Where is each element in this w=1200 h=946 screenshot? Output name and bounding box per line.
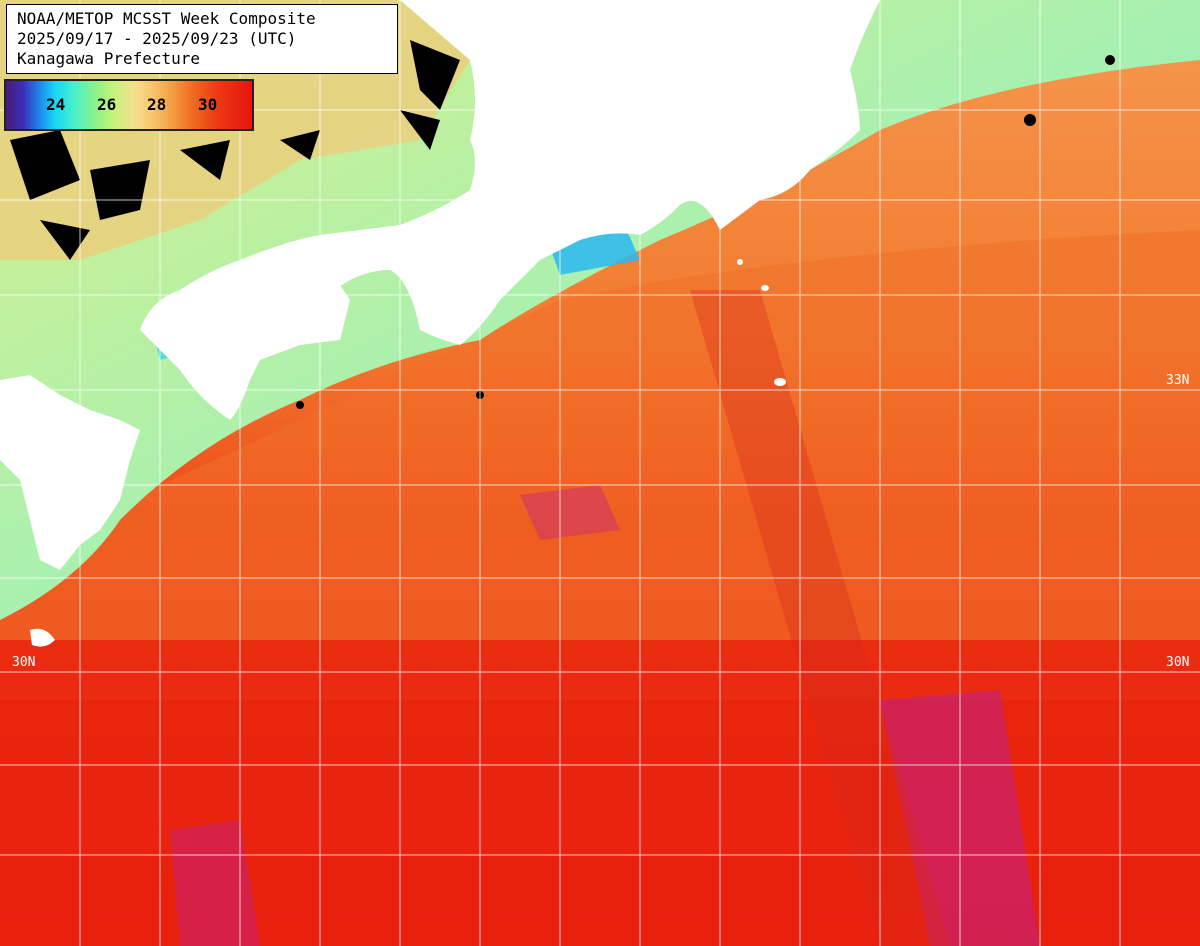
legend-tick-30: 30: [198, 95, 218, 114]
lat-label-33n-right: 33N: [1166, 373, 1190, 388]
title-line-date-range: 2025/09/17 - 2025/09/23 (UTC): [17, 29, 297, 48]
legend-tick-26: 26: [97, 95, 117, 114]
legend-tick-24: 24: [46, 95, 66, 114]
magenta-patch-mid: [520, 485, 620, 540]
land-island-tanegashima: [30, 628, 55, 647]
missing-data: [10, 40, 1115, 409]
title-line-product: NOAA/METOP MCSST Week Composite: [17, 9, 316, 28]
land-boso: [835, 90, 858, 108]
magenta-patch-sw: [170, 820, 260, 946]
land-honshu: [140, 0, 880, 420]
land-izu: [785, 145, 808, 180]
land-island-small-2: [761, 285, 769, 291]
legend-tick-28: 28: [147, 95, 167, 114]
land-shikoku: [150, 262, 350, 410]
lat-label-30n-left: 30N: [12, 655, 36, 670]
title-box: NOAA/METOP MCSST Week Composite 2025/09/…: [6, 4, 398, 74]
land-kyushu: [0, 375, 140, 570]
swath-stripe: [690, 290, 950, 946]
warm-band: [0, 230, 1200, 700]
title-line-region: Kanagawa Prefecture: [17, 49, 201, 68]
temperature-color-legend: 24 26 28 30: [4, 79, 254, 131]
land: [0, 0, 880, 647]
lat-label-30n-right: 30N: [1166, 655, 1190, 670]
land-island-small-3: [737, 259, 743, 265]
land-island-small-1: [774, 378, 786, 386]
